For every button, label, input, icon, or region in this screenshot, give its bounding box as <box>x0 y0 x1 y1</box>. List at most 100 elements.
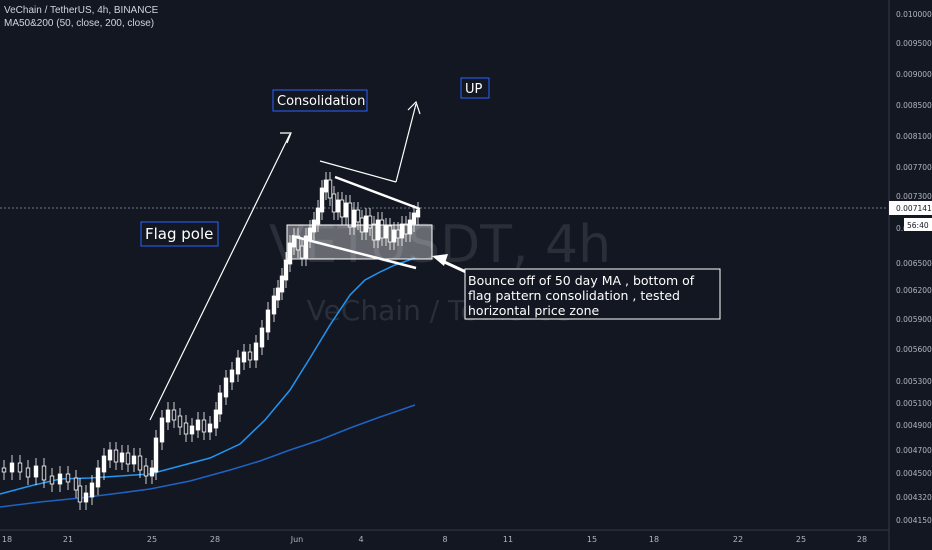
ma200-line <box>0 404 416 508</box>
time-axis[interactable]: 18 21 25 28 Jun 4 8 11 15 18 22 25 28 <box>2 535 867 544</box>
breakout-arrow-line[interactable] <box>395 103 417 183</box>
price-tick: 0.005600 <box>896 345 932 354</box>
candle-body <box>49 475 55 485</box>
candle-body <box>235 357 241 375</box>
time-tick: 18 <box>2 535 12 544</box>
price-tick: 0.008100 <box>896 132 932 141</box>
candles-group <box>1 172 421 510</box>
candle-body <box>95 467 101 488</box>
price-tick: 0.006200 <box>896 286 932 295</box>
candle-body <box>303 235 309 259</box>
upper-trend-line[interactable] <box>319 160 397 183</box>
flag-pole-label: Flag pole <box>145 225 213 243</box>
flag-pole-label-box[interactable] <box>140 221 219 247</box>
candle-body <box>343 202 349 218</box>
up-label-box[interactable] <box>460 77 490 99</box>
price-tick: 0.005100 <box>896 399 932 408</box>
candle-body <box>407 219 413 235</box>
note-line-1: Bounce off of 50 day MA , bottom of <box>468 273 695 288</box>
countdown-badge <box>904 218 932 231</box>
price-axis[interactable]: 0.010000 0.009500 0.009000 0.008500 0.00… <box>896 10 932 525</box>
current-price-badge <box>889 201 932 215</box>
candle-body <box>153 437 159 473</box>
candle-body <box>195 419 201 431</box>
candle-body <box>331 193 337 213</box>
candle-body <box>89 482 95 498</box>
price-tick: 0.007300 <box>896 192 932 201</box>
candle-body <box>57 473 63 485</box>
time-tick: Jun <box>290 535 304 544</box>
price-tick: 0.006500 <box>896 259 932 268</box>
price-tick: 0.004150 <box>896 516 932 525</box>
candle-body <box>183 422 189 435</box>
note-line-2: flag pattern consolidation , tested <box>468 288 680 303</box>
candle-body <box>265 309 271 333</box>
candle-body <box>311 219 317 233</box>
time-tick: 11 <box>503 535 513 544</box>
candle-body <box>241 351 247 363</box>
candle-body <box>335 199 341 213</box>
time-tick: 25 <box>796 535 806 544</box>
price-tick: 0.004320 <box>896 493 932 502</box>
time-tick: 25 <box>147 535 157 544</box>
candle-body <box>259 327 265 348</box>
candle-body <box>351 209 357 228</box>
candle-body <box>149 467 155 477</box>
candle-body <box>17 462 23 473</box>
time-tick: 22 <box>733 535 743 544</box>
candle-body <box>283 259 289 281</box>
candle-body <box>201 419 207 433</box>
candle-body <box>65 473 71 483</box>
countdown-value: 56:40 <box>907 221 929 230</box>
price-tick: 0.004700 <box>896 446 932 455</box>
price-tick: 0.004900 <box>896 421 932 430</box>
flag-pole-line[interactable] <box>149 133 291 421</box>
candle-body <box>83 492 89 503</box>
note-box[interactable] <box>464 268 721 320</box>
price-tick: 0.010000 <box>896 10 932 19</box>
candle-body <box>101 455 107 473</box>
candle-body <box>355 209 361 223</box>
candle-body <box>131 455 137 465</box>
candle-body <box>295 235 301 251</box>
time-tick: 21 <box>63 535 73 544</box>
breakout-arrowhead <box>407 100 421 115</box>
ma50-line <box>0 257 416 495</box>
up-label: UP <box>465 82 483 97</box>
candle-body <box>415 209 421 218</box>
consolidation-label: Consolidation <box>277 94 365 109</box>
candle-body <box>41 465 47 481</box>
candle-body <box>171 409 177 421</box>
candle-body <box>25 467 31 478</box>
candle-body <box>165 409 171 423</box>
candle-body <box>125 452 131 465</box>
candle-body <box>319 187 325 213</box>
consolidation-label-box[interactable] <box>272 89 368 112</box>
current-price-value: 0.007141 <box>896 204 932 213</box>
candle-body <box>223 377 229 398</box>
chart-title[interactable]: VeChain / TetherUS, 4h, BINANCE <box>4 5 159 16</box>
candle-body <box>271 295 277 315</box>
time-tick: 18 <box>649 535 659 544</box>
candle-body <box>315 207 321 225</box>
flag-bottom-line[interactable] <box>291 234 417 270</box>
price-tick: 0.009500 <box>896 39 932 48</box>
price-tick: 0.005900 <box>896 315 932 324</box>
flag-top-line[interactable] <box>334 175 421 211</box>
candle-body <box>339 199 345 218</box>
price-tick: 0.009000 <box>896 70 932 79</box>
time-tick: 8 <box>442 535 447 544</box>
candle-body <box>207 423 213 433</box>
horizontal-price-zone[interactable] <box>286 224 433 260</box>
candle-body <box>253 342 259 361</box>
candle-body <box>113 449 119 463</box>
candle-body <box>143 465 149 477</box>
flag-pole-arrowhead <box>280 132 292 144</box>
indicator-legend[interactable]: MA50&200 (50, close, 200, close) <box>4 18 155 29</box>
candle-body <box>275 287 281 301</box>
candle-body <box>229 369 235 383</box>
price-tick: 0.007700 <box>896 163 932 172</box>
candle-body <box>33 465 39 478</box>
candle-body <box>367 215 373 229</box>
